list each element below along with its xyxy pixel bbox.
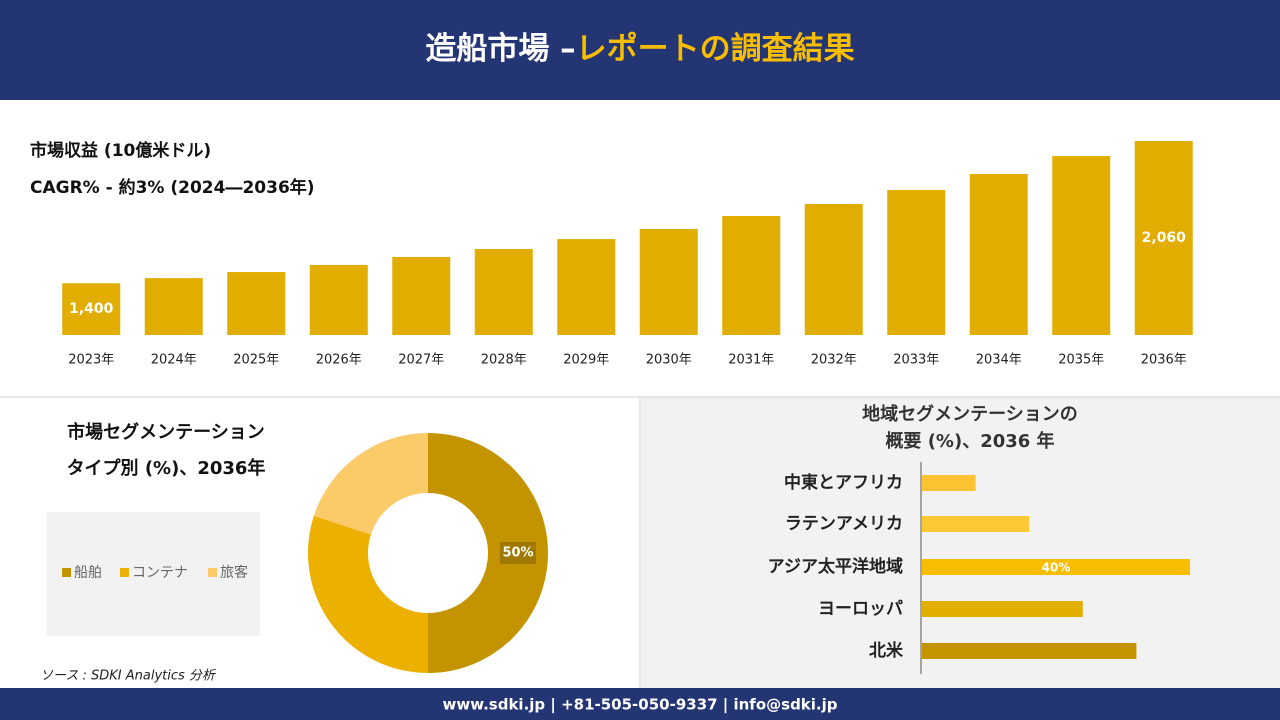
bar [639,228,698,335]
donut-slice [428,433,548,673]
y-tick-label: 中東とアフリカ [784,472,903,493]
bar [1134,141,1193,335]
title-part: 造船市場 – [425,31,575,67]
footer-contact: www.sdki.jp | +81-505-050-9337 | info@sd… [442,696,837,715]
x-tick-label: 2024年 [151,353,197,368]
data-label: 2,060 [1142,230,1187,246]
bar [922,601,1083,617]
bar [227,272,286,335]
donut-slice [308,515,428,673]
page-title: 造船市場 –レポートの調査結果 [425,31,854,67]
bar [392,256,451,335]
x-tick-label: 2030年 [646,353,692,368]
bar [722,216,781,335]
label-box [500,542,536,564]
x-tick-label: 2035年 [1058,353,1104,368]
bar [922,516,1030,532]
footer-band [0,688,1280,720]
legend-label: 船舶 [74,565,102,581]
chart-subtitle: タイプ別 (%)、2036年 [67,457,266,479]
x-tick-label: 2031年 [728,353,774,368]
data-label: 40% [1042,561,1071,575]
chart-subtitle: CAGR% - 約3% (2024―2036年) [30,177,315,198]
chart-subtitle: 概要 (%)、2036 年 [885,430,1054,452]
y-tick-label: ヨーロッパ [818,599,903,619]
y-tick-label: ラテンアメリカ [785,514,903,534]
region-panel [641,397,1280,688]
bar [474,248,533,335]
donut-slice [313,433,428,535]
bar [804,203,863,335]
x-tick-label: 2029年 [563,353,609,368]
x-tick-label: 2023年 [68,353,114,368]
bar [557,239,616,335]
x-tick-label: 2036年 [1141,353,1187,368]
bar [887,189,946,335]
legend-swatch [208,568,217,577]
bar [969,173,1028,335]
x-tick-label: 2026年 [316,353,362,368]
x-tick-label: 2025年 [233,353,279,368]
title-part: レポートの調査結果 [576,31,855,67]
y-tick-label: アジア太平洋地域 [768,556,903,577]
y-tick-label: 北米 [869,640,904,661]
data-label: 1,400 [69,301,114,317]
bar [922,643,1137,659]
bar [1052,156,1111,335]
bar [62,283,121,335]
x-tick-label: 2034年 [976,353,1022,368]
bar [922,559,1190,575]
bar [922,475,976,491]
bar [309,264,368,335]
bar [144,278,203,335]
data-label: 50% [502,546,533,561]
source-note: ソース : SDKI Analytics 分析 [40,669,217,684]
x-tick-label: 2027年 [398,353,444,368]
x-tick-label: 2033年 [893,353,939,368]
x-tick-label: 2032年 [811,353,857,368]
header-band [0,0,1280,100]
legend-label: コンテナ [132,565,188,581]
chart-title: 市場セグメンテーション [67,421,265,443]
legend-swatch [120,568,129,577]
x-tick-label: 2028年 [481,353,527,368]
chart-title: 地域セグメンテーションの [862,403,1078,425]
legend-swatch [62,568,71,577]
chart-title: 市場収益 (10億米ドル) [30,140,211,161]
legend-box [47,512,260,636]
legend-label: 旅客 [220,564,248,581]
